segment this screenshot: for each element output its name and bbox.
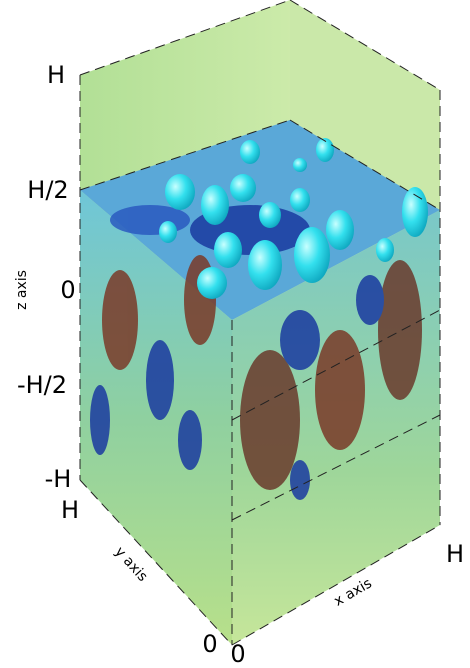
y-tick: H: [61, 496, 79, 524]
y-tick: 0: [202, 630, 217, 658]
x-tick: H: [446, 540, 464, 568]
z-tick: -H/2: [17, 371, 67, 399]
box: [80, 0, 440, 645]
z-tick: -H: [45, 465, 72, 493]
x-tick: 0: [230, 640, 245, 668]
z-tick: H/2: [27, 176, 68, 204]
z-tick: H: [47, 61, 65, 89]
visualization: H H/2 0 -H/2 -H z axis H 0 y axis 0 H x …: [0, 0, 470, 668]
z-tick: 0: [60, 276, 75, 304]
z-axis-label: z axis: [14, 270, 30, 310]
